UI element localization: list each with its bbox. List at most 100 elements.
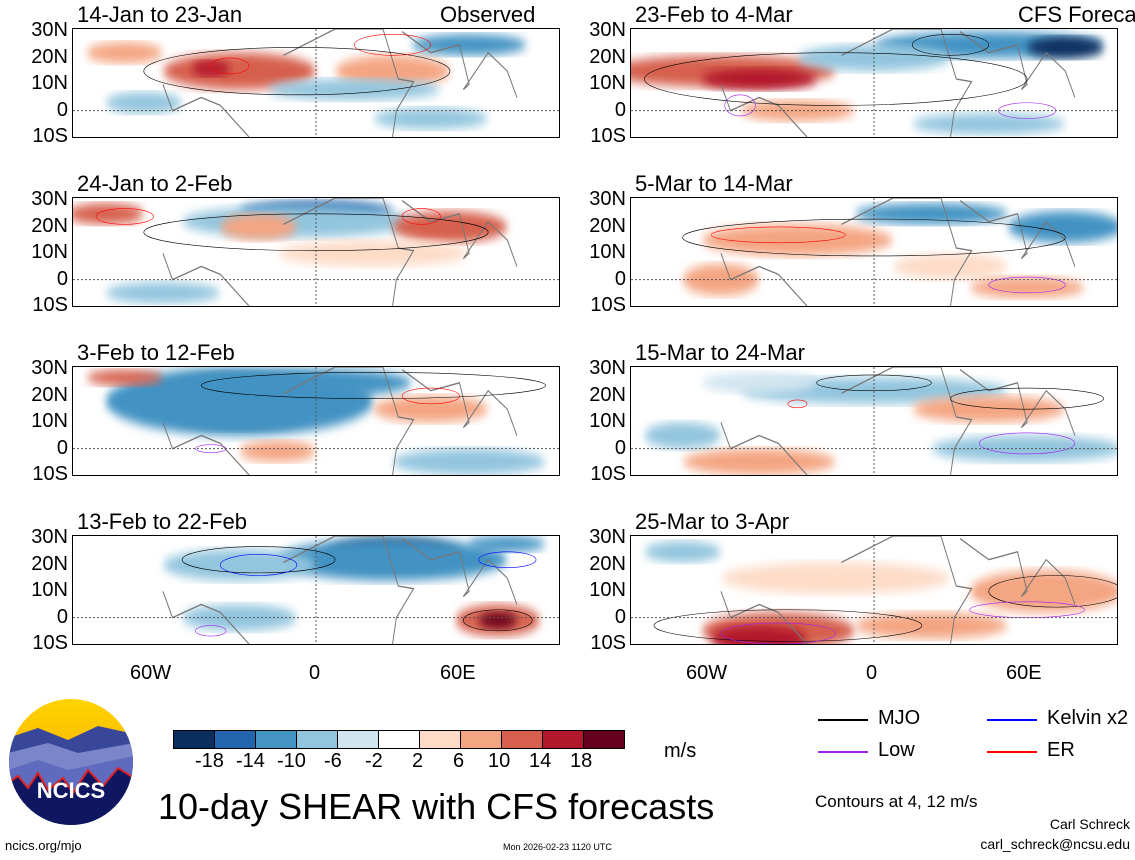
shear-anomaly-region — [105, 282, 221, 304]
mjo-contour — [644, 53, 1027, 106]
shear-anomaly-region — [644, 541, 721, 563]
mjo-contour — [463, 610, 532, 631]
lat-label: 10S — [32, 632, 68, 654]
colorbar-swatch — [297, 731, 338, 748]
er-contour — [354, 34, 431, 55]
shear-anomaly-region — [86, 369, 163, 386]
shear-anomaly-region — [411, 34, 527, 56]
author: Carl Schreck — [1049, 816, 1130, 832]
low-contour — [195, 626, 226, 637]
panel-title: 15-Mar to 24-Mar — [635, 340, 805, 365]
lon-label: 60W — [130, 662, 172, 684]
panel-title: 23-Feb to 4-Mar — [635, 2, 793, 27]
map-panel — [630, 535, 1118, 645]
map-panel — [72, 197, 560, 307]
legend-label: MJO — [878, 707, 921, 729]
shear-anomaly-region — [893, 253, 1008, 280]
shear-anomaly-region — [373, 395, 489, 423]
lat-label: 20N — [31, 383, 68, 406]
coastline — [162, 198, 518, 306]
shear-anomaly-region — [277, 538, 508, 581]
lat-label: 10N — [31, 410, 68, 432]
lon-label: 60E — [440, 662, 476, 684]
panel-title: 5-Mar to 14-Mar — [635, 171, 793, 196]
lat-label: 30N — [589, 526, 626, 548]
shear-anomaly-region — [854, 612, 1008, 639]
ncics-logo: NCICS — [9, 699, 133, 825]
shear-anomaly-region — [258, 369, 412, 396]
shear-anomaly-region — [392, 448, 546, 475]
colorbar-swatch — [338, 731, 379, 748]
er-contour — [788, 400, 807, 408]
legend-line — [818, 719, 868, 721]
low-contour — [725, 95, 756, 116]
legend-label: Low — [878, 739, 915, 761]
panel-title: 14-Jan to 23-Jan — [77, 2, 243, 27]
legend-line — [987, 751, 1037, 753]
mjo-contour — [144, 47, 450, 94]
website-link[interactable]: ncics.org/mjo — [5, 838, 82, 853]
lat-label: 30N — [31, 357, 68, 379]
lat-label: 20N — [31, 552, 68, 575]
colorbar-tick: 18 — [570, 750, 593, 772]
shear-anomaly-region — [478, 612, 517, 629]
colorbar-swatch — [379, 731, 420, 748]
shear-anomaly-region — [86, 42, 163, 64]
map-panel — [630, 366, 1118, 476]
lat-label: 30N — [31, 19, 68, 41]
shear-anomaly-region — [239, 440, 316, 462]
lat-label: 0 — [614, 436, 626, 459]
shear-anomaly-region — [191, 60, 230, 77]
shear-anomaly-region — [969, 277, 1085, 299]
lat-label: 20N — [589, 214, 626, 237]
lat-label: 0 — [56, 98, 68, 121]
shear-anomaly-region — [469, 536, 546, 552]
mjo-contour — [989, 576, 1117, 608]
map-panel — [72, 535, 560, 645]
lat-label: 10N — [31, 72, 68, 94]
mjo-contour — [912, 34, 989, 55]
timestamp: Mon 2026-02-23 1120 UTC — [503, 842, 612, 852]
lat-label: 30N — [31, 526, 68, 548]
lat-label: 0 — [56, 436, 68, 459]
mjo-contour — [182, 547, 335, 573]
coastline — [162, 536, 518, 644]
lat-label: 10S — [590, 632, 626, 654]
er-contour — [96, 209, 153, 225]
map-panel — [72, 28, 560, 138]
colorbar-tick: 6 — [453, 750, 465, 772]
lat-label: 10S — [32, 463, 68, 485]
colorbar-swatch — [174, 731, 215, 748]
shear-anomaly-region — [373, 108, 489, 130]
shear-anomaly-region — [392, 211, 508, 243]
svg-text:NCICS: NCICS — [37, 778, 105, 803]
colorbar-tick: -10 — [277, 750, 306, 772]
lat-label: 10N — [589, 72, 626, 94]
colorbar-swatch — [215, 731, 256, 748]
lon-label: 60E — [1006, 662, 1042, 684]
panel-title: 25-Mar to 3-Apr — [635, 509, 790, 534]
shear-anomaly-region — [912, 113, 1066, 135]
lat-label: 20N — [31, 214, 68, 237]
colorbar-swatch — [502, 731, 543, 748]
lat-label: 10N — [589, 410, 626, 432]
er-contour — [402, 388, 459, 404]
colorbar-tick: -6 — [324, 750, 342, 772]
lat-label: 20N — [589, 383, 626, 406]
lat-label: 30N — [31, 188, 68, 210]
lat-label: 0 — [614, 98, 626, 121]
shear-anomaly-region — [1027, 36, 1104, 58]
email[interactable]: carl_schreck@ncsu.edu — [980, 836, 1130, 852]
shear-anomaly-region — [701, 68, 817, 90]
lat-label: 0 — [614, 605, 626, 628]
colorbar-swatch — [584, 731, 624, 748]
colorbar-tick: 14 — [529, 750, 552, 772]
colorbar-swatch — [256, 731, 297, 748]
lon-label: 0 — [866, 662, 878, 684]
panel-header: CFS Forecast — [1018, 2, 1135, 27]
lat-label: 10S — [590, 463, 626, 485]
lat-label: 10N — [31, 241, 68, 263]
lat-label: 0 — [614, 267, 626, 290]
shear-anomaly-region — [1007, 211, 1117, 243]
lat-label: 10N — [589, 579, 626, 601]
